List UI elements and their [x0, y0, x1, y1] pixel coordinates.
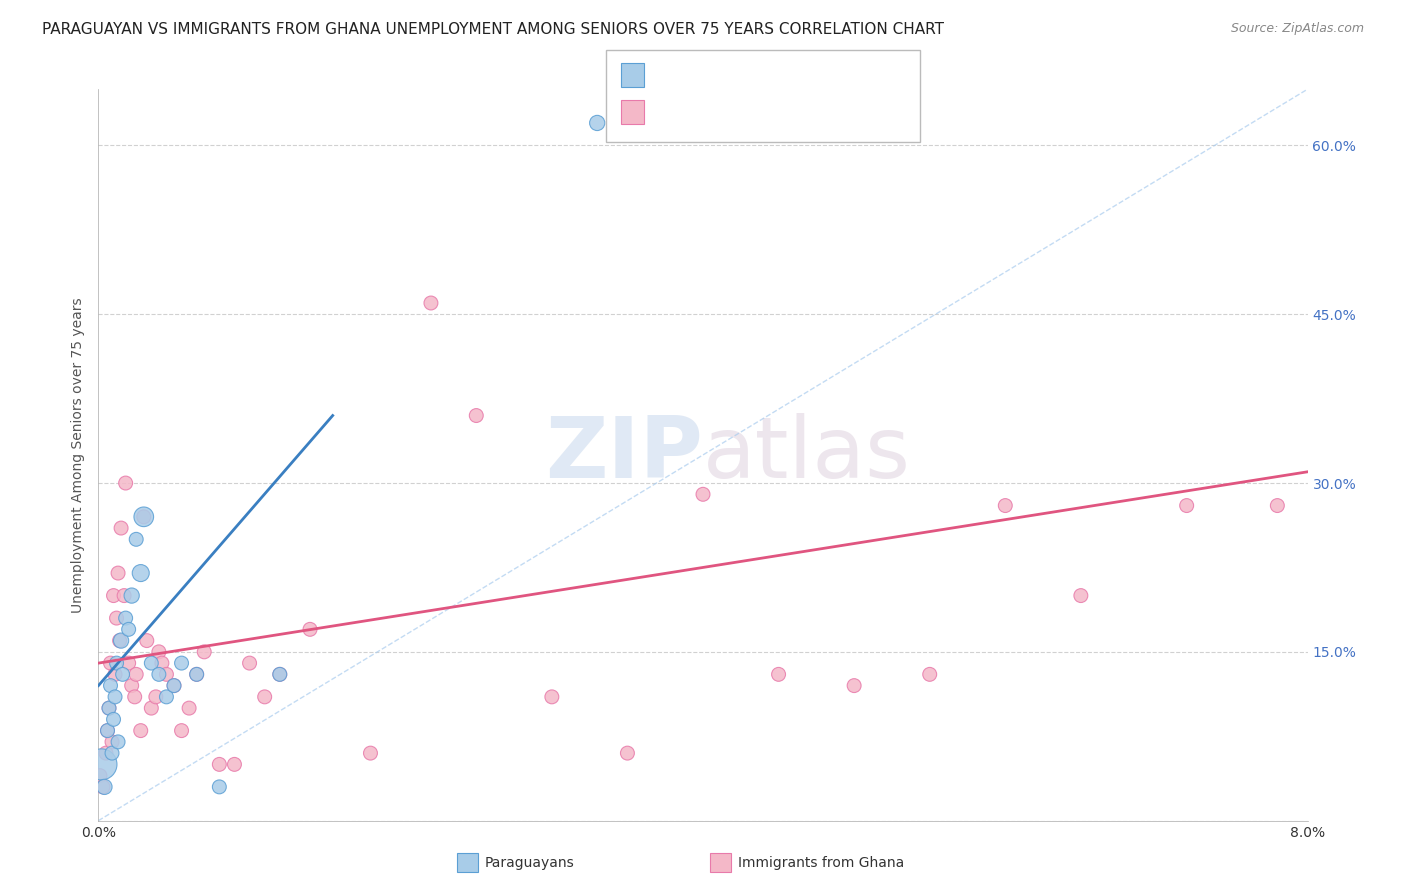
Point — [121, 679, 143, 693]
Point — [148, 645, 170, 659]
Point — [692, 487, 714, 501]
Point — [239, 656, 262, 670]
Point — [208, 780, 231, 794]
Point — [101, 735, 124, 749]
Point — [105, 611, 128, 625]
Point — [104, 667, 127, 681]
Point — [1267, 499, 1289, 513]
Point — [269, 667, 291, 681]
Point — [193, 645, 215, 659]
Point — [145, 690, 167, 704]
Point — [89, 769, 111, 783]
Point — [118, 656, 141, 670]
Point — [107, 566, 129, 580]
Point — [616, 746, 638, 760]
Point — [155, 667, 177, 681]
Point — [98, 701, 121, 715]
Point — [360, 746, 382, 760]
Point — [465, 409, 488, 423]
Point — [179, 701, 201, 715]
Point — [94, 746, 117, 760]
Point — [253, 690, 276, 704]
Y-axis label: Unemployment Among Seniors over 75 years: Unemployment Among Seniors over 75 years — [72, 297, 86, 613]
Point — [110, 521, 132, 535]
Point — [129, 566, 152, 580]
Point — [135, 633, 157, 648]
Point — [299, 623, 322, 637]
Point — [98, 701, 121, 715]
Point — [107, 735, 129, 749]
Point — [93, 780, 115, 794]
Point — [114, 476, 136, 491]
Point — [141, 656, 163, 670]
Point — [90, 757, 112, 772]
Point — [132, 509, 155, 524]
Point — [148, 667, 170, 681]
Point — [103, 712, 125, 726]
Text: R = 0.272   N = 51: R = 0.272 N = 51 — [652, 103, 810, 120]
Point — [118, 623, 141, 637]
Point — [132, 509, 155, 524]
Point — [768, 667, 790, 681]
Point — [100, 679, 122, 693]
Point — [129, 723, 152, 738]
Point — [269, 667, 291, 681]
Point — [163, 679, 186, 693]
Point — [918, 667, 941, 681]
Point — [111, 667, 134, 681]
Point — [1175, 499, 1198, 513]
Point — [540, 690, 562, 704]
Point — [125, 667, 148, 681]
Point — [112, 589, 135, 603]
Point — [208, 757, 231, 772]
Point — [1070, 589, 1092, 603]
Point — [586, 116, 609, 130]
Point — [104, 690, 127, 704]
Point — [170, 723, 193, 738]
Point — [141, 701, 163, 715]
Point — [994, 499, 1017, 513]
Text: Immigrants from Ghana: Immigrants from Ghana — [738, 856, 904, 871]
Text: PARAGUAYAN VS IMMIGRANTS FROM GHANA UNEMPLOYMENT AMONG SENIORS OVER 75 YEARS COR: PARAGUAYAN VS IMMIGRANTS FROM GHANA UNEM… — [42, 22, 945, 37]
Point — [124, 690, 146, 704]
Point — [121, 589, 143, 603]
Point — [110, 633, 132, 648]
Point — [170, 656, 193, 670]
Point — [114, 611, 136, 625]
Point — [101, 746, 124, 760]
Point — [420, 296, 443, 310]
Point — [100, 656, 122, 670]
Point — [163, 679, 186, 693]
Point — [96, 723, 118, 738]
Point — [108, 633, 131, 648]
Text: atlas: atlas — [703, 413, 911, 497]
Point — [186, 667, 208, 681]
Point — [150, 656, 173, 670]
Point — [91, 780, 114, 794]
Text: Source: ZipAtlas.com: Source: ZipAtlas.com — [1230, 22, 1364, 36]
Point — [186, 667, 208, 681]
Text: R = 0.436   N = 27: R = 0.436 N = 27 — [652, 66, 810, 84]
Point — [105, 656, 128, 670]
Point — [103, 589, 125, 603]
Point — [224, 757, 246, 772]
Text: ZIP: ZIP — [546, 413, 703, 497]
Point — [155, 690, 177, 704]
Point — [125, 533, 148, 547]
Point — [96, 723, 118, 738]
Text: Paraguayans: Paraguayans — [485, 856, 575, 871]
Point — [844, 679, 866, 693]
